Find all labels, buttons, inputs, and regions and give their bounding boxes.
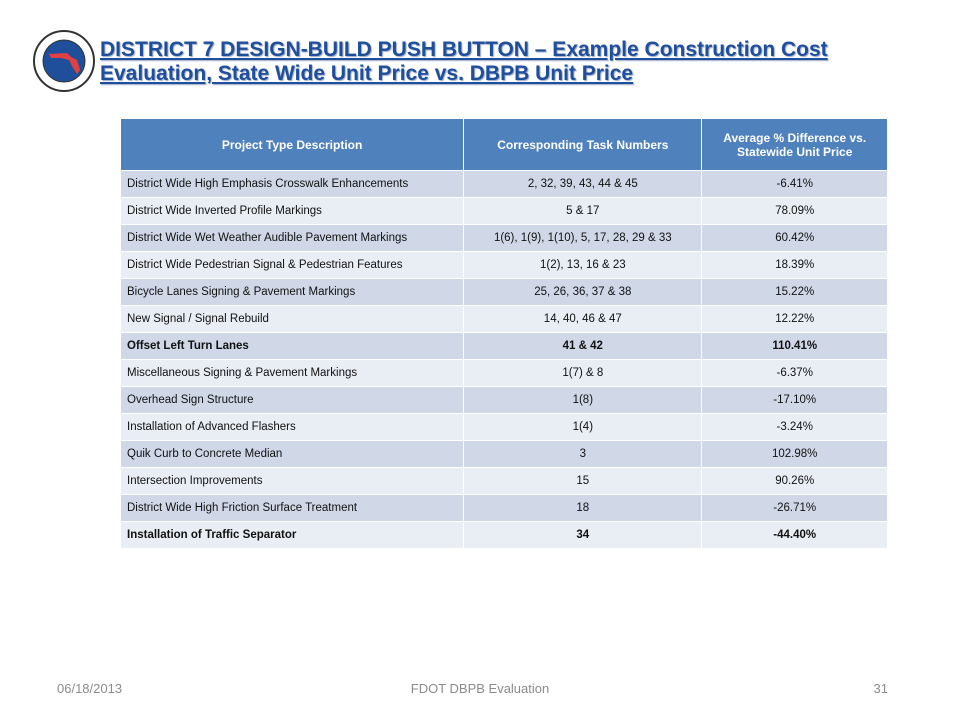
table-cell: 41 & 42 <box>463 332 703 360</box>
table-row: New Signal / Signal Rebuild 14, 40, 46 & … <box>119 305 888 333</box>
table-cell: -17.10% <box>701 386 888 414</box>
table-row: District Wide Inverted Profile Markings 5… <box>119 197 888 225</box>
table-row: Overhead Sign Structure 1(8) -17.10% <box>119 386 888 414</box>
table-row: Installation of Advanced Flashers 1(4) -3.… <box>119 413 888 441</box>
column-header: Project Type Description <box>119 118 465 171</box>
header-row: Project Type Description Corresponding Ta… <box>119 118 888 171</box>
table-cell: Intersection Improvements <box>119 467 465 495</box>
table-cell: -26.71% <box>701 494 888 522</box>
table-cell: Overhead Sign Structure <box>119 386 465 414</box>
table-row: Offset Left Turn Lanes 41 & 42 110.41% <box>119 332 888 360</box>
table-cell: 5 & 17 <box>463 197 703 225</box>
column-header: Corresponding Task Numbers <box>463 118 703 171</box>
table-cell: 15 <box>463 467 703 495</box>
table-row: Quik Curb to Concrete Median 3 102.98% <box>119 440 888 468</box>
table-cell: District Wide Inverted Profile Markings <box>119 197 465 225</box>
fdot-seal <box>33 30 95 92</box>
table-cell: 102.98% <box>701 440 888 468</box>
table-cell: 110.41% <box>701 332 888 360</box>
table-cell: 18.39% <box>701 251 888 279</box>
table-cell: 1(2), 13, 16 & 23 <box>463 251 703 279</box>
table-cell: Miscellaneous Signing & Pavement Marking… <box>119 359 465 387</box>
slide-title: DISTRICT 7 DESIGN-BUILD PUSH BUTTON – Ex… <box>100 38 828 85</box>
table-row: District Wide Pedestrian Signal & Pedest… <box>119 251 888 279</box>
footer-center: FDOT DBPB Evaluation <box>410 681 550 696</box>
table-cell: District Wide Wet Weather Audible Paveme… <box>119 224 465 252</box>
table-row: District Wide High Friction Surface Trea… <box>119 494 888 522</box>
table-cell: 2, 32, 39, 43, 44 & 45 <box>463 170 703 198</box>
table-cell: 12.22% <box>701 305 888 333</box>
table-cell: -44.40% <box>701 521 888 549</box>
table-cell: District Wide High Emphasis Crosswalk En… <box>119 170 465 198</box>
table-cell: 1(7) & 8 <box>463 359 703 387</box>
table-cell: 78.09% <box>701 197 888 225</box>
table-cell: Quik Curb to Concrete Median <box>119 440 465 468</box>
footer-date: 06/18/2013 <box>57 681 123 696</box>
table-row: Bicycle Lanes Signing & Pavement Marking… <box>119 278 888 306</box>
table-cell: New Signal / Signal Rebuild <box>119 305 465 333</box>
table-cell: Installation of Traffic Separator <box>119 521 465 549</box>
table-cell: 34 <box>463 521 703 549</box>
table-cell: -3.24% <box>701 413 888 441</box>
table-cell: -6.37% <box>701 359 888 387</box>
table-cell: 25, 26, 36, 37 & 38 <box>463 278 703 306</box>
table-cell: Bicycle Lanes Signing & Pavement Marking… <box>119 278 465 306</box>
table-row: Installation of Traffic Separator 34 -44.4… <box>119 521 888 549</box>
table-row: Intersection Improvements 15 90.26% <box>119 467 888 495</box>
table-cell: 1(6), 1(9), 1(10), 5, 17, 28, 29 & 33 <box>463 224 703 252</box>
table-cell: District Wide Pedestrian Signal & Pedest… <box>119 251 465 279</box>
cost-table: Project Type Description Corresponding Ta… <box>119 118 888 549</box>
table-cell: District Wide High Friction Surface Trea… <box>119 494 465 522</box>
table-cell: Installation of Advanced Flashers <box>119 413 465 441</box>
page-number: 31 <box>873 681 888 696</box>
table-cell: 90.26% <box>701 467 888 495</box>
table-cell: 14, 40, 46 & 47 <box>463 305 703 333</box>
table-row: District Wide Wet Weather Audible Paveme… <box>119 224 888 252</box>
table-row: District Wide High Emphasis Crosswalk En… <box>119 170 888 198</box>
table-cell: 15.22% <box>701 278 888 306</box>
table-cell: 18 <box>463 494 703 522</box>
table-row: Miscellaneous Signing & Pavement Marking… <box>119 359 888 387</box>
column-header: Average % Difference vs. Statewide Unit … <box>701 118 888 171</box>
table-body: District Wide High Emphasis Crosswalk En… <box>119 170 888 549</box>
table-cell: Offset Left Turn Lanes <box>119 332 465 360</box>
table-cell: 3 <box>463 440 703 468</box>
table-cell: 1(8) <box>463 386 703 414</box>
table-cell: 60.42% <box>701 224 888 252</box>
table-cell: 1(4) <box>463 413 703 441</box>
table-cell: -6.41% <box>701 170 888 198</box>
